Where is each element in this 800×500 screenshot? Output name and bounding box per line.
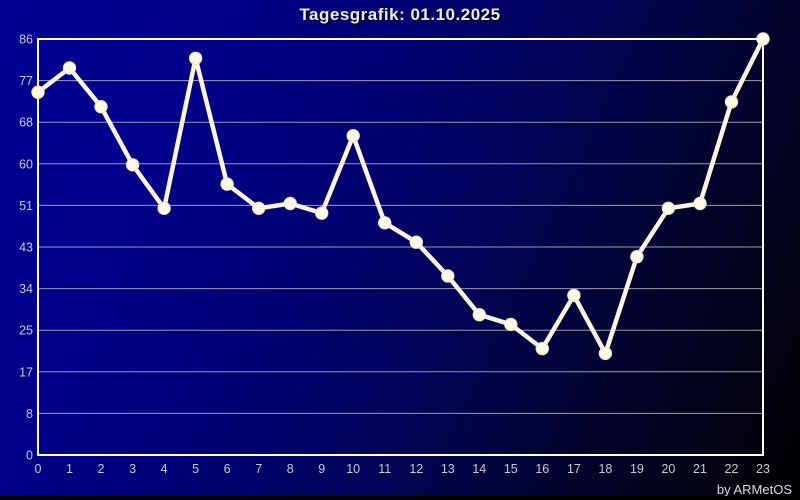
- data-point: [724, 95, 739, 109]
- x-tick-label: 15: [504, 462, 518, 476]
- y-tick-label: 51: [19, 199, 33, 213]
- y-tick-label: 86: [19, 33, 33, 47]
- data-point: [504, 317, 518, 332]
- x-tick-label: 20: [661, 462, 675, 476]
- data-point: [661, 201, 676, 216]
- x-tick-label: 10: [346, 462, 360, 476]
- data-point: [693, 196, 707, 211]
- data-point: [157, 201, 171, 216]
- x-tick-label: 21: [693, 462, 707, 476]
- data-point: [630, 250, 644, 264]
- data-point: [31, 85, 45, 99]
- x-tick-label: 22: [725, 462, 739, 476]
- data-point: [346, 129, 360, 143]
- y-tick-label: 8: [26, 407, 33, 421]
- x-tick-label: 7: [255, 462, 262, 476]
- x-tick-label: 1: [66, 462, 73, 476]
- plot-frame: [37, 38, 764, 456]
- x-tick-label: 9: [318, 462, 325, 476]
- data-point: [315, 206, 329, 220]
- x-tick-label: 8: [287, 462, 294, 476]
- x-tick-label: 18: [598, 462, 612, 476]
- x-tick-label: 14: [472, 462, 486, 476]
- x-tick-label: 6: [224, 462, 231, 476]
- data-point: [567, 288, 581, 303]
- chart-title: Tagesgrafik: 01.10.2025: [299, 5, 501, 24]
- bottom-edge-strip: [0, 496, 800, 500]
- x-tick-label: 12: [409, 462, 423, 476]
- y-tick-label: 68: [19, 116, 33, 130]
- data-point: [409, 235, 423, 249]
- data-point: [94, 100, 108, 114]
- x-tick-label: 3: [129, 462, 136, 476]
- y-tick-label: 34: [19, 282, 33, 296]
- y-tick-label: 60: [19, 157, 33, 171]
- data-point: [220, 177, 234, 191]
- data-point: [756, 32, 770, 46]
- data-point: [252, 201, 266, 216]
- x-tick-label: 17: [567, 462, 581, 476]
- series-line: [35, 36, 766, 356]
- y-tick-label: 43: [19, 241, 33, 255]
- x-tick-label: 23: [756, 462, 770, 476]
- data-point: [125, 158, 140, 172]
- x-tick-label: 2: [98, 462, 105, 476]
- data-point: [472, 308, 486, 322]
- x-tick-label: 0: [35, 462, 42, 476]
- credit-label: by ARMetOS: [716, 482, 792, 497]
- y-tick-label: 25: [19, 324, 33, 338]
- data-point: [62, 61, 77, 75]
- x-tick-label: 13: [441, 462, 455, 476]
- x-tick-label: 4: [161, 462, 168, 476]
- y-tick-label: 17: [19, 365, 33, 379]
- y-tick-label: 0: [26, 449, 33, 463]
- x-tick-label: 11: [378, 462, 391, 476]
- y-tick-label: 77: [19, 74, 33, 88]
- data-point: [598, 346, 613, 361]
- x-tick-label: 16: [535, 462, 549, 476]
- data-point: [188, 51, 203, 65]
- x-tick-label: 5: [192, 462, 199, 476]
- x-tick-label: 19: [630, 462, 644, 476]
- data-point: [378, 216, 392, 230]
- data-point: [441, 269, 455, 283]
- data-point: [283, 196, 297, 211]
- data-point: [535, 341, 549, 356]
